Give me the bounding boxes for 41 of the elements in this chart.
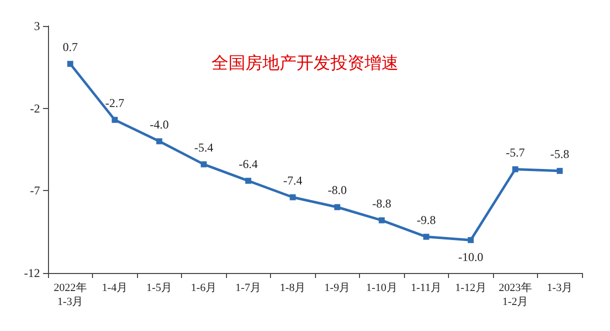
data-label: 0.7: [62, 40, 78, 54]
data-label: -7.4: [283, 173, 302, 188]
x-tick-label: 1-5月: [146, 282, 172, 294]
y-tick-label: 3: [34, 19, 40, 33]
y-tick-label: -2: [30, 101, 40, 116]
point: [423, 234, 430, 240]
data-label: -5.7: [506, 145, 525, 160]
point: [556, 168, 563, 174]
point: [468, 237, 474, 244]
point: [200, 161, 207, 168]
x-tick-label: 1-8月: [280, 282, 306, 294]
x-tick-label: 2022年 1-3月: [54, 282, 87, 308]
x-tick-label: 1-6月: [190, 282, 217, 294]
y-tick-label: -7: [30, 184, 40, 198]
x-tick-label: 1-11月: [410, 282, 442, 294]
point: [512, 166, 518, 172]
x-tick-label: 1-12月: [455, 282, 486, 294]
point: [67, 60, 74, 67]
text: 全国房地产开发投资增速: [212, 54, 398, 74]
point: [290, 194, 296, 200]
x-tick-label: 1-7月: [235, 282, 262, 294]
data-label: -5.4: [194, 140, 214, 154]
data-label: -9.8: [416, 212, 436, 227]
y-tick-label: -12: [24, 266, 40, 280]
x-tick-label: 1-9月: [324, 282, 350, 294]
data-label: -6.4: [238, 156, 258, 171]
point: [156, 138, 162, 144]
x-tick-label: 1-4月: [102, 282, 128, 294]
x-tick-label: 1-10月: [366, 282, 398, 294]
point: [112, 116, 118, 123]
data-label: -5.8: [550, 146, 570, 161]
point: [378, 217, 385, 224]
x-tick-label: 1-3月: [546, 282, 573, 294]
data-label: -8.0: [328, 183, 347, 198]
x-tick-label: 2023年 1-2月: [498, 282, 532, 308]
data-label: -8.8: [372, 196, 392, 210]
point: [245, 178, 252, 184]
point: [334, 204, 340, 210]
data-label: -2.7: [105, 96, 124, 110]
data-label: -4.0: [150, 117, 169, 132]
data-label: -10.0: [458, 250, 484, 264]
